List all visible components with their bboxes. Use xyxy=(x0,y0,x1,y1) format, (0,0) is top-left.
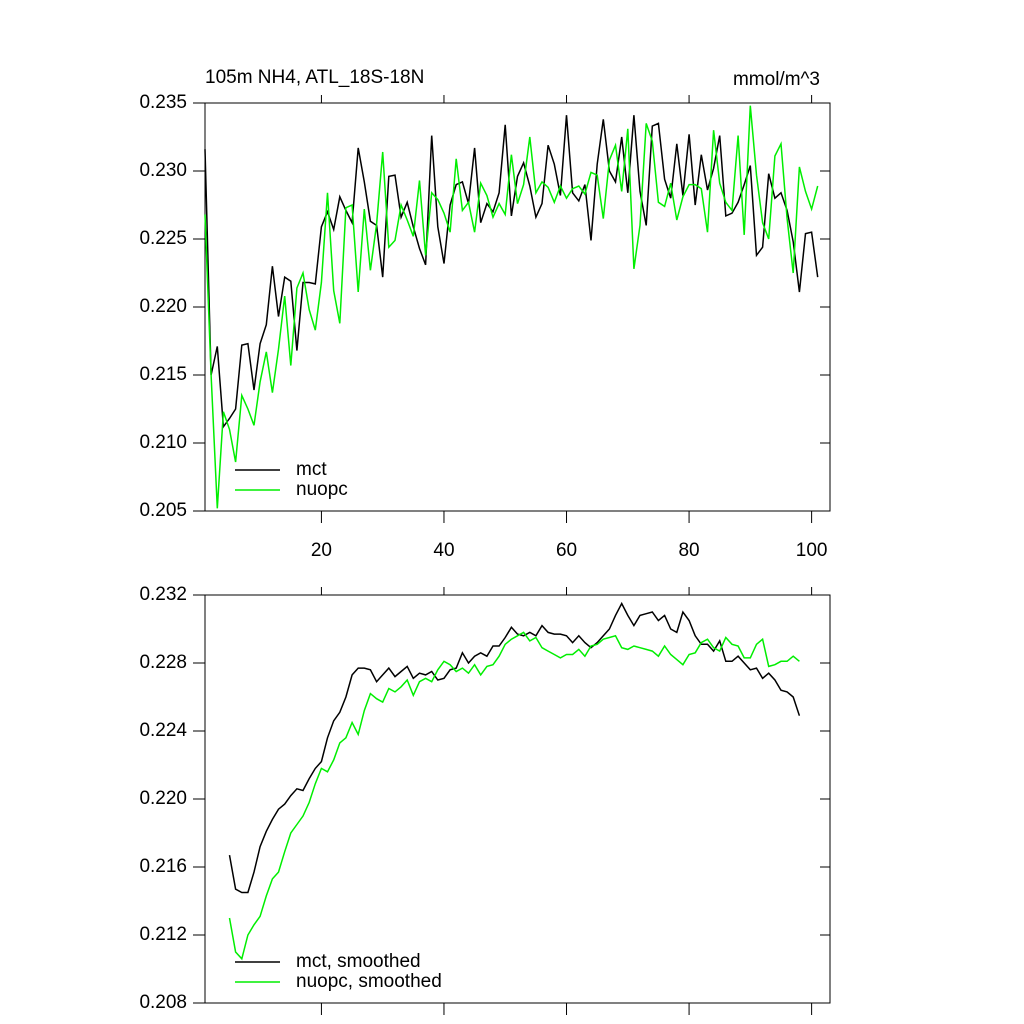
y-tick-label: 0.224 xyxy=(139,720,187,741)
legend-label: mct, smoothed xyxy=(296,951,421,972)
x-tick-label: 100 xyxy=(796,540,828,561)
y-tick-label: 0.212 xyxy=(139,924,187,945)
y-tick-label: 0.205 xyxy=(139,500,187,521)
y-tick-label: 0.210 xyxy=(139,432,187,453)
y-tick-label: 0.228 xyxy=(139,652,187,673)
legend-label: mct xyxy=(296,459,327,480)
x-tick-label: 60 xyxy=(556,540,577,561)
y-tick-label: 0.208 xyxy=(139,992,187,1013)
plot-frame xyxy=(204,594,831,1004)
x-tick-label: 80 xyxy=(678,540,699,561)
y-tick-label: 0.235 xyxy=(139,92,187,113)
x-tick-label: 20 xyxy=(311,540,332,561)
y-tick-label: 0.220 xyxy=(139,296,187,317)
chart-title: 105m NH4, ATL_18S-18N xyxy=(205,67,424,88)
data-line xyxy=(204,105,819,509)
y-tick-label: 0.225 xyxy=(139,228,187,249)
data-line xyxy=(204,115,819,429)
data-line xyxy=(228,601,801,894)
y-tick-label: 0.216 xyxy=(139,856,187,877)
legend-label: nuopc, smoothed xyxy=(296,971,442,992)
units-label: mmol/m^3 xyxy=(733,69,820,90)
y-tick-label: 0.220 xyxy=(139,788,187,809)
y-tick-label: 0.215 xyxy=(139,364,187,385)
y-tick-label: 0.232 xyxy=(139,584,187,605)
legend-label: nuopc xyxy=(296,479,348,500)
x-tick-label: 40 xyxy=(433,540,454,561)
y-tick-label: 0.230 xyxy=(139,160,187,181)
data-line xyxy=(228,631,800,961)
